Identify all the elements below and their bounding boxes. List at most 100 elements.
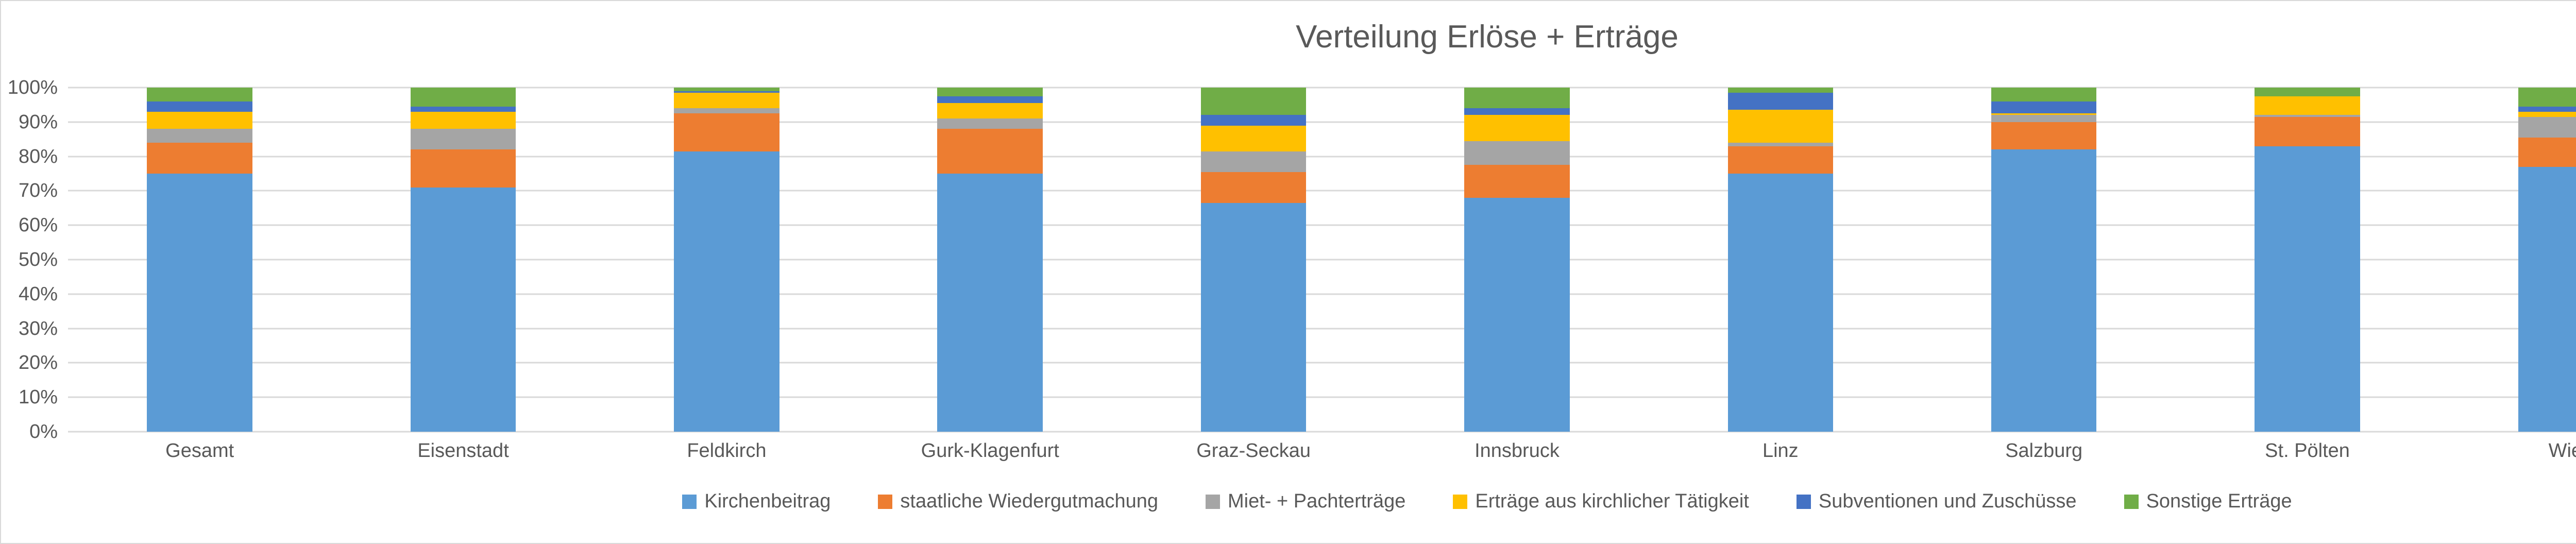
x-category-label: Salzburg — [2005, 440, 2083, 462]
plot-area — [68, 87, 2576, 433]
bar-segment-ertraege-aus-kirchlicher-taetigkeit — [2255, 96, 2360, 115]
bar-segment-ertraege-aus-kirchlicher-taetigkeit — [410, 111, 516, 129]
bar-segment-staatliche-wiedergutmachung — [674, 113, 779, 151]
bar-segment-ertraege-aus-kirchlicher-taetigkeit — [1727, 110, 1834, 143]
bar-segment-miet-pachtertraege — [937, 118, 1043, 129]
stacked-bar-linz — [1727, 88, 1834, 432]
y-axis-tick-label: 40% — [18, 283, 58, 305]
bar-segment-miet-pachtertraege — [147, 129, 252, 143]
bar-segment-ertraege-aus-kirchlicher-taetigkeit — [937, 103, 1043, 119]
legend-item-kirchenbeitrag: Kirchenbeitrag — [682, 490, 831, 513]
bar-segment-sonstige-ertraege — [2518, 88, 2576, 107]
bar-segment-ertraege-aus-kirchlicher-taetigkeit — [2518, 111, 2576, 117]
stacked-bar-st-poelten — [2255, 88, 2360, 432]
plot-bars — [68, 88, 2576, 432]
bar-segment-kirchenbeitrag — [2518, 166, 2576, 432]
bar-segment-staatliche-wiedergutmachung — [937, 129, 1043, 174]
gridline — [68, 190, 2576, 192]
bar-segment-sonstige-ertraege — [1464, 88, 1570, 109]
bar-segment-ertraege-aus-kirchlicher-taetigkeit — [1991, 113, 2097, 115]
y-axis-tick-label: 60% — [18, 214, 58, 236]
stacked-bar-salzburg — [1991, 88, 2097, 432]
bar-column-graz-seckau — [1122, 88, 1385, 432]
legend-swatch — [1206, 494, 1221, 509]
gridline — [68, 156, 2576, 158]
bar-segment-subventionen-und-zuschuesse — [937, 96, 1043, 104]
legend-label: Erträge aus kirchlicher Tätigkeit — [1475, 490, 1749, 512]
bar-column-salzburg — [1912, 88, 2176, 432]
y-axis-tick-label: 30% — [18, 317, 58, 339]
bar-segment-sonstige-ertraege — [1991, 88, 2097, 101]
bar-segment-staatliche-wiedergutmachung — [2518, 137, 2576, 167]
stacked-bar-graz-seckau — [1200, 88, 1307, 432]
bar-segment-subventionen-und-zuschuesse — [2518, 106, 2576, 112]
bar-segment-kirchenbeitrag — [2255, 146, 2360, 432]
legend-swatch — [1796, 494, 1811, 509]
legend-label: Sonstige Erträge — [2146, 490, 2292, 512]
bar-segment-ertraege-aus-kirchlicher-taetigkeit — [1200, 125, 1307, 151]
bar-segment-kirchenbeitrag — [937, 174, 1043, 432]
gridline — [68, 431, 2576, 433]
gridline — [68, 87, 2576, 89]
legend-swatch — [1453, 494, 1468, 509]
legend-item-ertraege-aus-kirchlicher-taetigkeit: Erträge aus kirchlicher Tätigkeit — [1453, 490, 1749, 513]
bar-segment-staatliche-wiedergutmachung — [1464, 165, 1570, 198]
y-axis-tick-label: 90% — [18, 111, 58, 133]
legend-item-sonstige-ertraege: Sonstige Erträge — [2124, 490, 2292, 513]
chart-title: Verteilung Erlöse + Erträge — [1296, 19, 1679, 55]
bar-segment-sonstige-ertraege — [147, 88, 252, 101]
x-category-label: Gesamt — [165, 440, 234, 462]
legend-label: Kirchenbeitrag — [704, 490, 831, 512]
bar-segment-miet-pachtertraege — [1991, 115, 2097, 122]
stacked-bar-gurk-klagenfurt — [937, 88, 1043, 432]
bar-segment-sonstige-ertraege — [674, 88, 779, 91]
bar-column-innsbruck — [1385, 88, 1649, 432]
x-category-label: Graz-Seckau — [1196, 440, 1311, 462]
bar-column-gesamt — [68, 88, 331, 432]
stacked-bar-gesamt — [147, 88, 252, 432]
bar-segment-miet-pachtertraege — [674, 108, 779, 114]
bar-segment-miet-pachtertraege — [2518, 116, 2576, 138]
gridline — [68, 121, 2576, 123]
legend-item-subventionen-und-zuschuesse: Subventionen und Zuschüsse — [1796, 490, 2077, 513]
bar-segment-staatliche-wiedergutmachung — [1727, 146, 1834, 174]
x-category-label: St. Pölten — [2265, 440, 2350, 462]
bar-segment-miet-pachtertraege — [1464, 141, 1570, 165]
bar-segment-subventionen-und-zuschuesse — [1991, 101, 2097, 114]
bar-column-wien — [2439, 88, 2576, 432]
bar-segment-staatliche-wiedergutmachung — [147, 142, 252, 174]
bar-segment-staatliche-wiedergutmachung — [1200, 172, 1307, 203]
bar-segment-kirchenbeitrag — [674, 151, 779, 432]
bar-segment-sonstige-ertraege — [1200, 88, 1307, 115]
bar-segment-ertraege-aus-kirchlicher-taetigkeit — [1464, 115, 1570, 141]
legend-swatch — [682, 494, 697, 509]
bar-segment-subventionen-und-zuschuesse — [410, 106, 516, 112]
bar-column-eisenstadt — [331, 88, 595, 432]
legend-item-staatliche-wiedergutmachung: staatliche Wiedergutmachung — [878, 490, 1158, 513]
bar-column-gurk-klagenfurt — [858, 88, 1122, 432]
y-axis-tick-label: 10% — [18, 386, 58, 409]
gridline — [68, 396, 2576, 398]
bar-segment-staatliche-wiedergutmachung — [2255, 116, 2360, 146]
stacked-bar-wien — [2518, 88, 2576, 432]
legend-label: staatliche Wiedergutmachung — [900, 490, 1159, 512]
bar-segment-subventionen-und-zuschuesse — [1464, 108, 1570, 115]
y-axis: 0% 10% 20% 30% 40% 50% 60% 70% 80% 90% 100% — [1, 78, 68, 441]
gridline — [68, 328, 2576, 330]
bar-segment-miet-pachtertraege — [410, 129, 516, 150]
stacked-bar-innsbruck — [1464, 88, 1570, 432]
x-axis: Gesamt Eisenstadt Feldkirch Gurk-Klagenfurt… — [68, 432, 2576, 469]
x-category-label: Feldkirch — [687, 440, 767, 462]
y-axis-tick-label: 0% — [29, 421, 58, 443]
x-category-label: Innsbruck — [1475, 440, 1560, 462]
bar-segment-miet-pachtertraege — [1727, 142, 1834, 146]
x-category-label: Eisenstadt — [417, 440, 509, 462]
bar-segment-kirchenbeitrag — [1991, 149, 2097, 432]
x-category-label: Wien — [2548, 440, 2576, 462]
legend-swatch — [878, 494, 893, 509]
bar-segment-kirchenbeitrag — [1464, 197, 1570, 432]
y-axis-tick-label: 20% — [18, 352, 58, 374]
bar-segment-ertraege-aus-kirchlicher-taetigkeit — [147, 111, 252, 129]
y-axis-tick-label: 100% — [7, 77, 58, 98]
